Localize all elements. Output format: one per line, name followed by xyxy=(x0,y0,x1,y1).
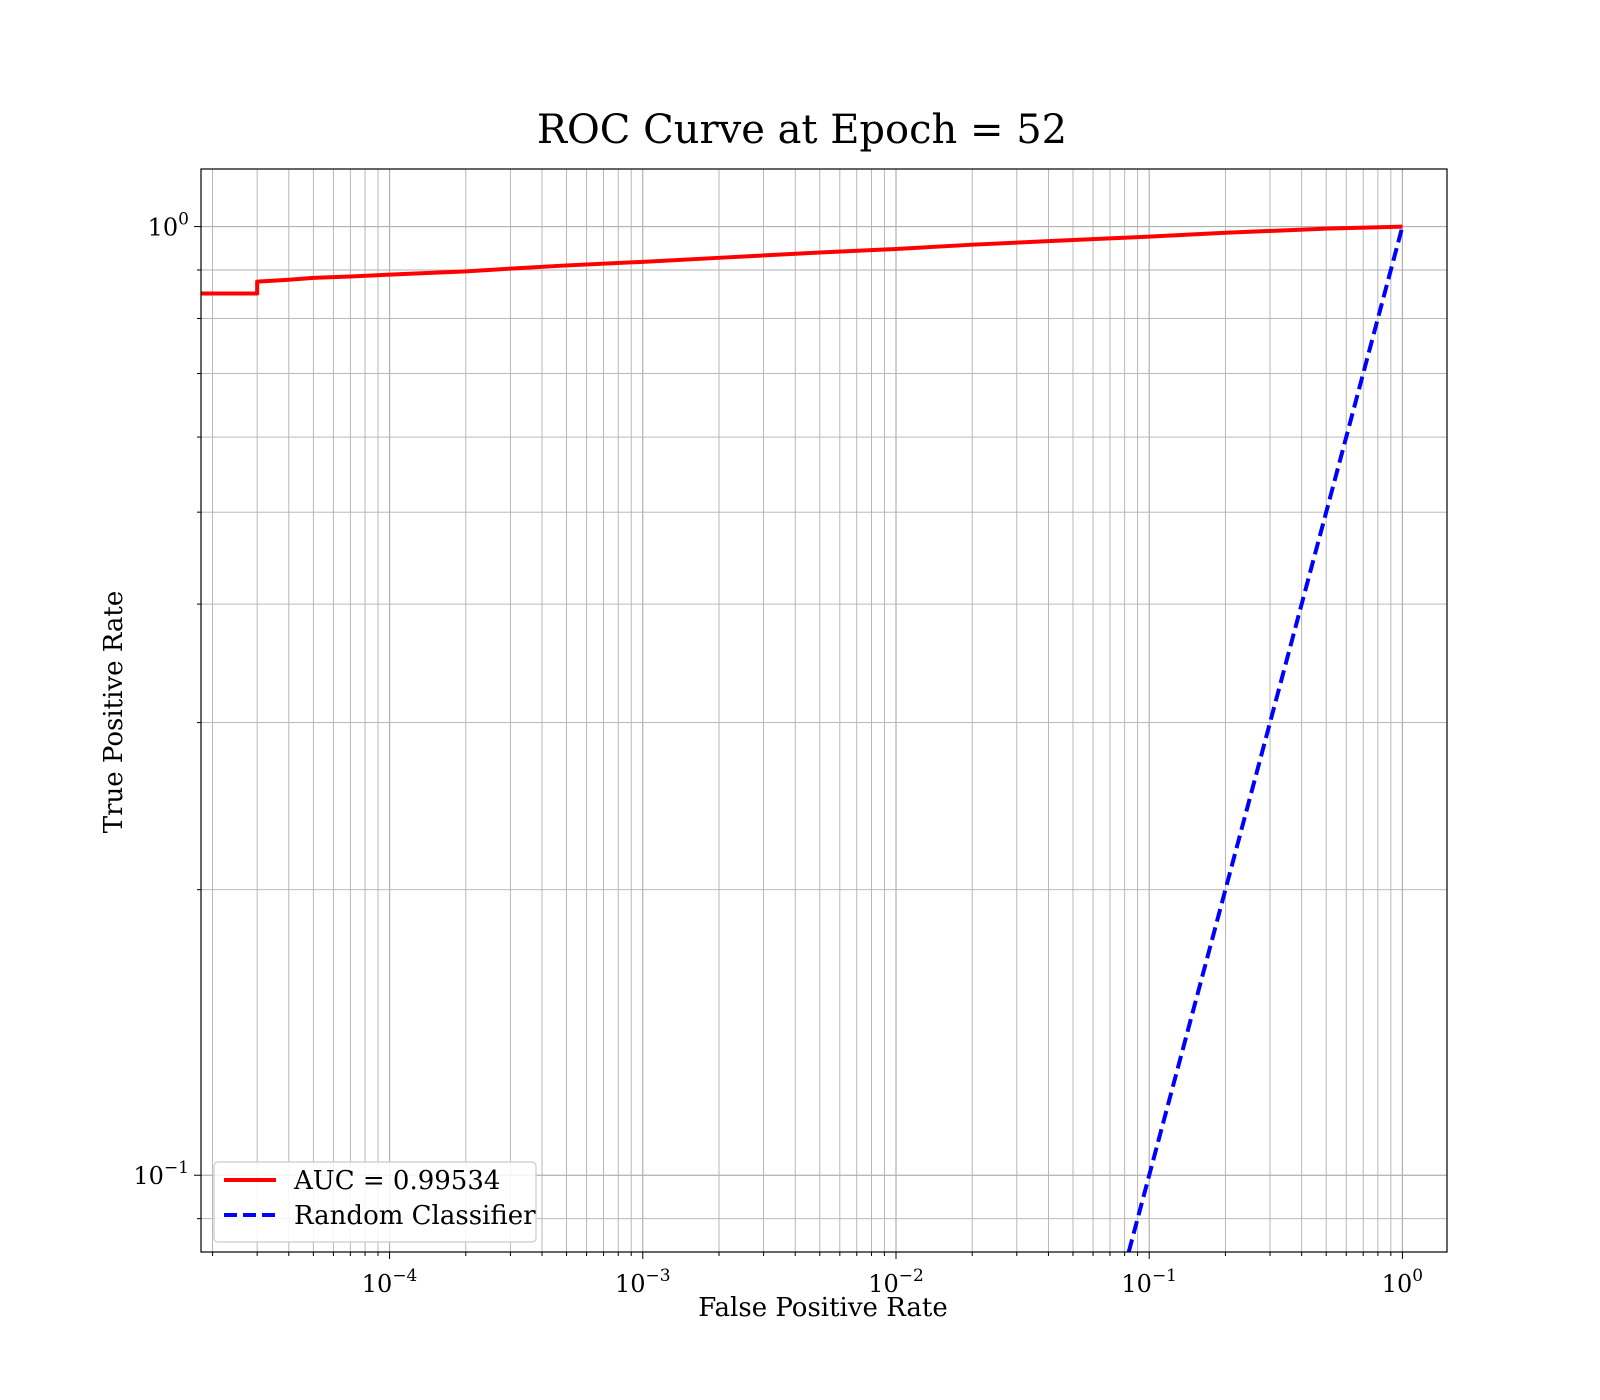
series-lines xyxy=(201,224,1405,1252)
grid xyxy=(201,169,1447,1252)
legend-label-random-classifier: Random Classifier xyxy=(294,1201,536,1231)
y-tick-label: 10−1 xyxy=(133,1158,189,1190)
y-axis-label: True Positive Rate xyxy=(99,591,129,834)
x-tick-label: 10−1 xyxy=(1121,1266,1177,1298)
x-tick-label: 100 xyxy=(1382,1266,1423,1298)
legend: AUC = 0.99534 Random Classifier xyxy=(213,1161,537,1243)
x-axis-label: False Positive Rate xyxy=(698,1293,947,1323)
y-tick-label: 100 xyxy=(148,210,189,242)
x-tick-label: 10−4 xyxy=(362,1266,418,1298)
chart-title: ROC Curve at Epoch = 52 xyxy=(537,107,1067,153)
random-classifier-line xyxy=(1126,226,1405,1252)
plot-frame xyxy=(200,168,1448,1253)
x-tick-label: 10−3 xyxy=(615,1266,671,1298)
legend-box xyxy=(213,1161,537,1243)
axis-ticks: 10−4 10−3 10−2 10−1 100 10−1 100 xyxy=(133,210,1423,1298)
legend-label-auc: AUC = 0.99534 xyxy=(293,1166,500,1196)
x-tick-label: 10−2 xyxy=(868,1266,924,1298)
roc-curve-line xyxy=(201,224,1403,296)
